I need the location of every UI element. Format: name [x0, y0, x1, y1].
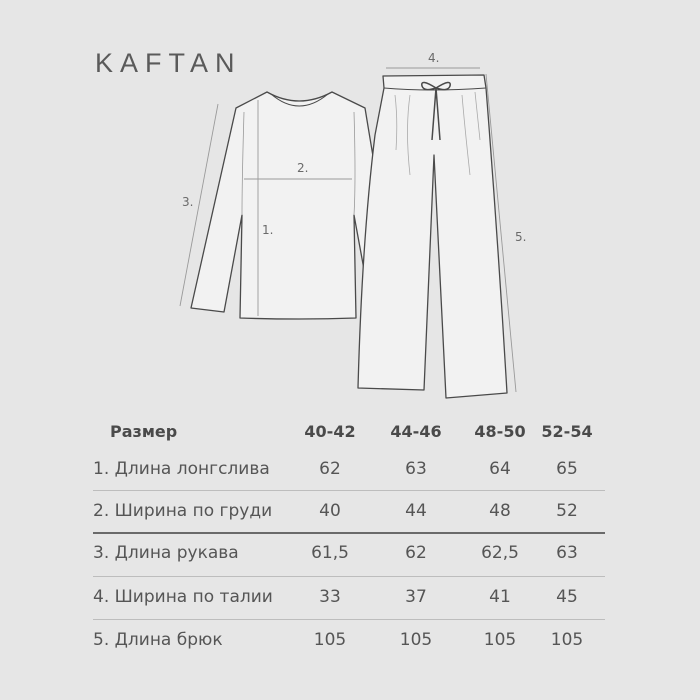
cell: 41	[489, 587, 511, 607]
cell: 61,5	[311, 543, 349, 563]
size-header: 44-46	[390, 422, 442, 441]
cell: 52	[556, 501, 578, 521]
cell: 63	[405, 459, 427, 479]
table-header: Размер 40-42 44-46 48-50 52-54	[93, 417, 605, 447]
cell: 105	[399, 630, 433, 650]
garment-illustration: 1. 2. 3. 4. 5.	[179, 51, 526, 399]
size-header: 48-50	[474, 422, 526, 441]
row-divider	[93, 532, 605, 534]
cell: 37	[405, 587, 427, 607]
table-row: 5. Длина брюк 105 105 105 105	[93, 625, 605, 655]
table-row: 4. Ширина по талии 33 37 41 45	[93, 582, 605, 612]
pants-drawing	[357, 74, 508, 399]
measure-label-4: 4.	[428, 51, 439, 65]
cell: 33	[319, 587, 341, 607]
cell: 62,5	[481, 543, 519, 563]
table-row: 3. Длина рукава 61,5 62 62,5 63	[93, 538, 605, 568]
cell: 105	[483, 630, 517, 650]
measure-label-3: 3.	[182, 195, 193, 209]
size-header: 52-54	[541, 422, 593, 441]
header-label: Размер	[110, 422, 178, 441]
row-label: 5. Длина брюк	[93, 630, 223, 650]
row-label: 3. Длина рукава	[93, 543, 239, 563]
measure-label-1: 1.	[262, 223, 273, 237]
measure-label-5: 5.	[515, 230, 526, 244]
cell: 45	[556, 587, 578, 607]
row-divider	[93, 490, 605, 491]
cell: 44	[405, 501, 427, 521]
cell: 48	[489, 501, 511, 521]
cell: 62	[319, 459, 341, 479]
measure-label-2: 2.	[297, 161, 308, 175]
cell: 63	[556, 543, 578, 563]
row-label: 1. Длина лонгслива	[93, 459, 270, 479]
cell: 65	[556, 459, 578, 479]
measure-lines	[179, 67, 517, 393]
cell: 40	[319, 501, 341, 521]
row-label: 2. Ширина по груди	[93, 501, 273, 521]
cell: 105	[550, 630, 584, 650]
size-header: 40-42	[304, 422, 356, 441]
table-row: 2. Ширина по груди 40 44 48 52	[93, 496, 605, 526]
row-divider	[93, 576, 605, 577]
cell: 64	[489, 459, 511, 479]
cell: 62	[405, 543, 427, 563]
brand-logo: KAFTAN	[95, 48, 242, 78]
row-label: 4. Ширина по талии	[93, 587, 273, 607]
table-row: 1. Длина лонгслива 62 63 64 65	[93, 454, 605, 484]
longsleeve-drawing	[190, 91, 401, 320]
row-divider	[93, 619, 605, 620]
cell: 105	[313, 630, 347, 650]
